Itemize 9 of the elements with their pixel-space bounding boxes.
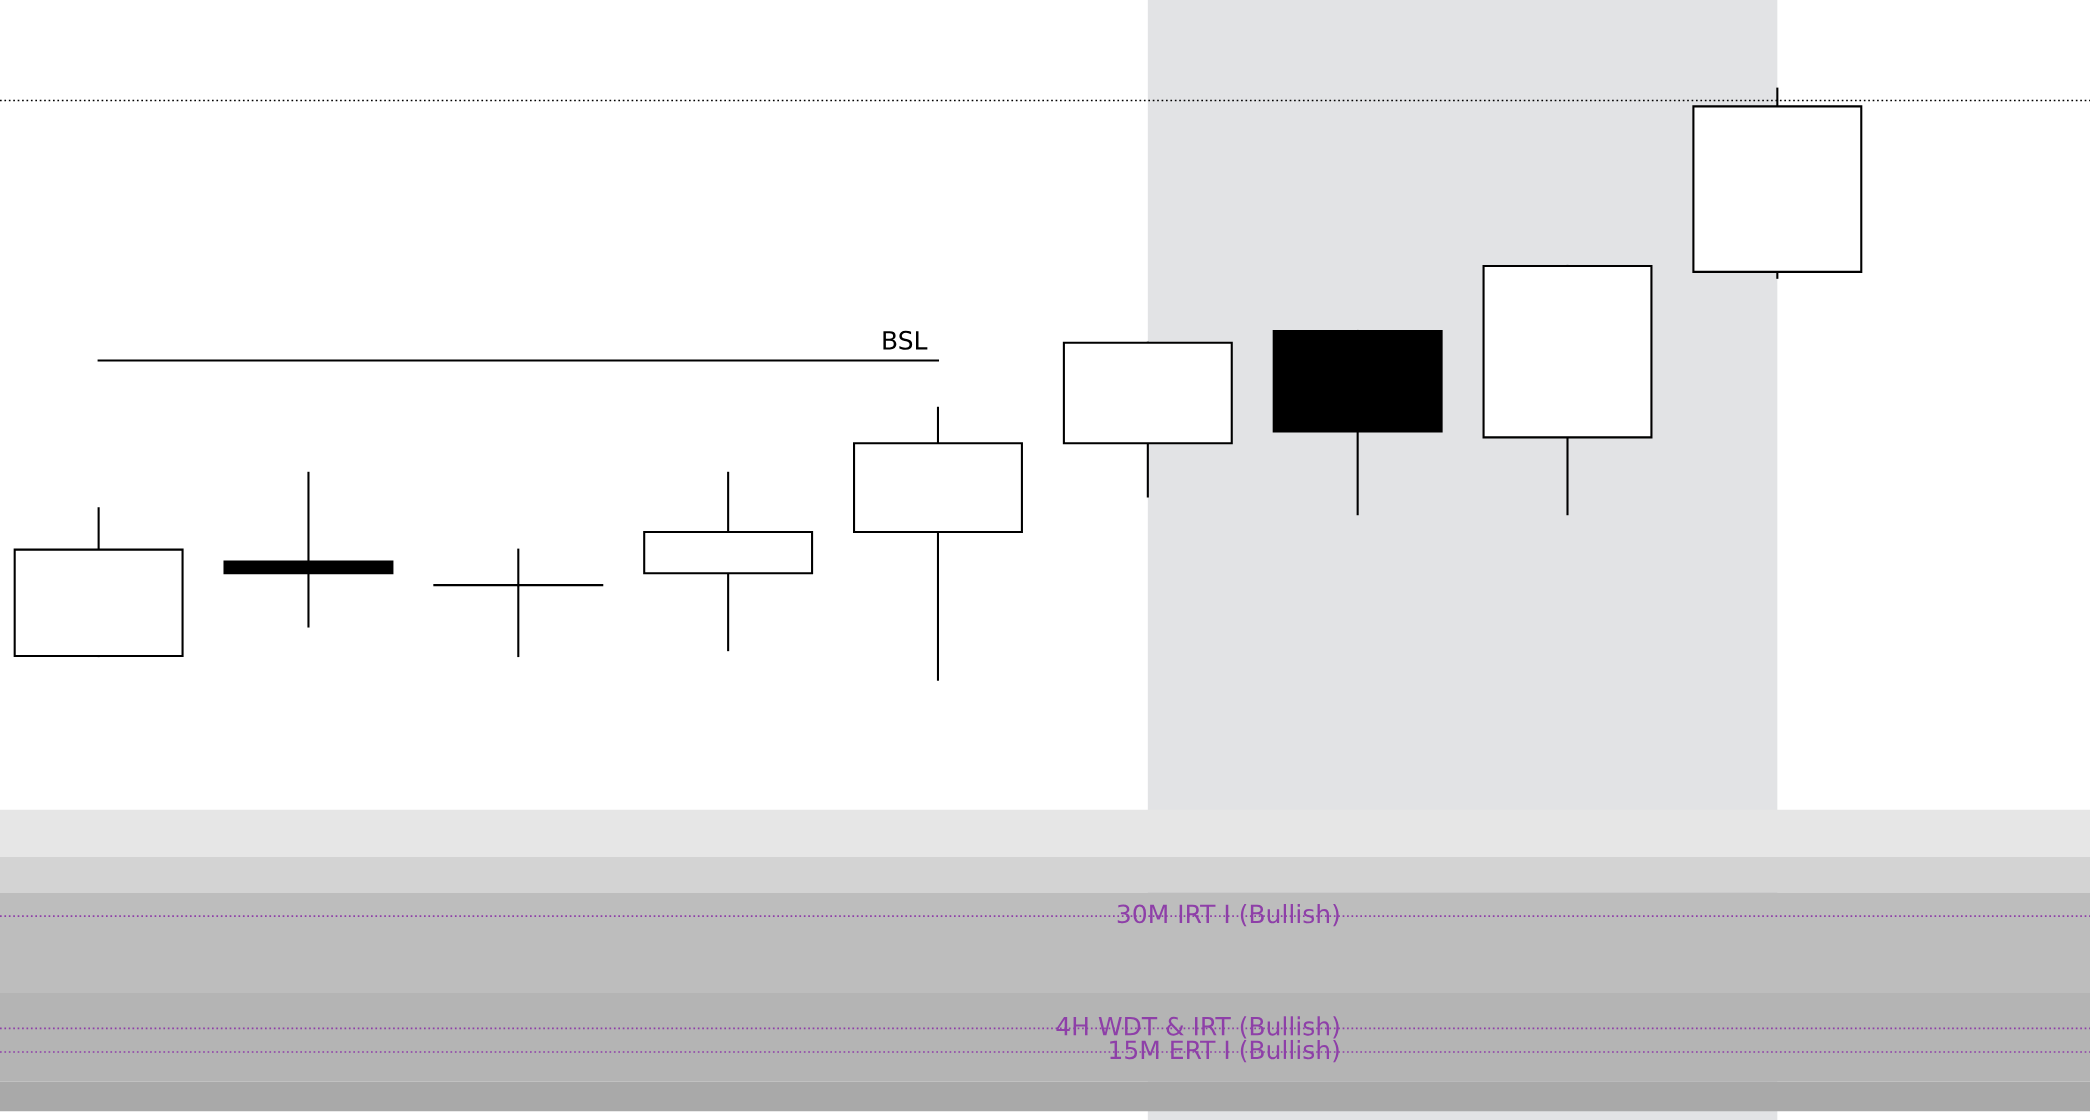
candlestick: [433, 548, 604, 658]
ref-line-label: 4H WDT & IRT (Bullish): [1056, 1016, 1339, 1039]
candlestick: [643, 471, 814, 652]
ref-line-label: 15M ERT I (Bullish): [1110, 1039, 1339, 1063]
candlestick: [853, 406, 1023, 681]
candlestick: [1692, 87, 1863, 279]
candlestick: [223, 471, 394, 628]
ref-line-label: 30M IRT I (Bullish): [1117, 904, 1339, 927]
series-label: BSL: [883, 330, 928, 350]
